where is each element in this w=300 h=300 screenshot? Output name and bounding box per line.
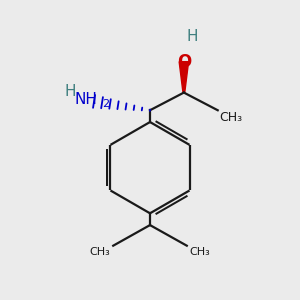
Text: CH₃: CH₃ — [190, 247, 211, 256]
Text: CH₃: CH₃ — [219, 111, 242, 124]
Text: 2: 2 — [102, 99, 110, 110]
Text: O: O — [177, 53, 191, 71]
Text: H: H — [65, 84, 76, 99]
Text: CH₃: CH₃ — [89, 247, 110, 256]
Text: NH: NH — [74, 92, 97, 107]
Text: H: H — [187, 29, 198, 44]
Polygon shape — [179, 62, 189, 93]
